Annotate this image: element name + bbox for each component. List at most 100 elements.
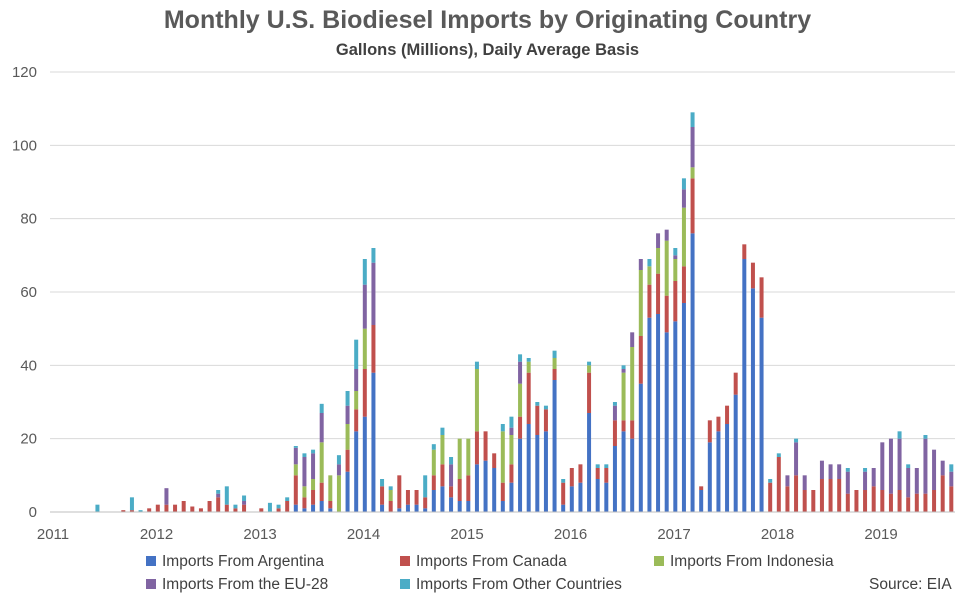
bar-stack [302, 453, 307, 512]
bar-segment [543, 431, 548, 512]
bar-stack [647, 259, 652, 512]
bar-segment [345, 424, 350, 450]
bar-stack [543, 405, 548, 512]
bar-segment [664, 332, 669, 512]
bar-segment [587, 372, 592, 413]
bar-stack [242, 495, 247, 512]
bar-stack [155, 504, 160, 512]
bar-segment [371, 372, 376, 512]
bar-stack [328, 475, 333, 512]
bar-segment [638, 383, 643, 512]
bar-segment [457, 501, 462, 512]
bar-segment [854, 490, 859, 512]
bar-segment [871, 468, 876, 487]
bar-segment [785, 475, 790, 487]
bar-segment [293, 446, 298, 448]
bar-segment [319, 482, 324, 501]
bar-segment [845, 493, 850, 512]
bar-segment [336, 455, 341, 465]
bar-stack [595, 464, 600, 512]
bar-stack [854, 490, 859, 512]
bar-segment [863, 490, 868, 512]
bar-stack [742, 244, 747, 512]
bar-segment [164, 488, 169, 505]
bar-segment [207, 501, 212, 512]
bar-segment [242, 504, 247, 512]
bar-segment [535, 405, 540, 435]
bar-segment [302, 508, 307, 512]
bar-segment [681, 207, 686, 267]
chart-subtitle: Gallons (Millions), Daily Average Basis [335, 41, 640, 59]
bar-segment [845, 468, 850, 472]
bar-segment [621, 372, 626, 421]
bar-segment [509, 482, 514, 512]
bar-segment [914, 493, 919, 512]
bar-segment [863, 468, 868, 472]
bar-segment [647, 259, 652, 267]
y-tick-label: 100 [12, 137, 37, 154]
bar-segment [440, 486, 445, 512]
bar-segment [440, 435, 445, 465]
bar-stack [336, 455, 341, 512]
bar-segment [121, 510, 126, 512]
bar-segment [690, 167, 695, 179]
bar-segment [949, 464, 954, 472]
bar-segment [664, 240, 669, 296]
bar-segment [656, 248, 661, 274]
bar-segment [431, 475, 436, 490]
bar-segment [906, 497, 911, 512]
bar-segment [569, 468, 574, 487]
bar-segment [138, 510, 143, 512]
bar-segment [509, 427, 514, 435]
bar-stack [224, 486, 229, 512]
bar-segment [595, 468, 600, 479]
bar-segment [673, 248, 678, 256]
bar-segment [388, 490, 393, 501]
bar-segment [699, 490, 704, 512]
bar-segment [630, 332, 635, 347]
bar-segment [690, 233, 695, 512]
bar-segment [311, 453, 316, 479]
bar-stack [828, 464, 833, 512]
bar-segment [621, 369, 626, 373]
bar-segment [552, 350, 557, 358]
bar-stack [759, 277, 764, 512]
bar-stack [285, 497, 290, 512]
bar-stack [552, 350, 557, 512]
bar-stack [681, 178, 686, 512]
bar-segment [725, 424, 730, 512]
bar-segment [845, 471, 850, 494]
bar-segment [371, 325, 376, 373]
y-tick-label: 120 [12, 64, 37, 81]
bar-stack [940, 460, 945, 512]
bar-stack [690, 112, 695, 512]
bar-segment [380, 504, 385, 512]
bar-segment [397, 475, 402, 509]
bar-stack [216, 490, 221, 512]
bar-stack [198, 508, 203, 512]
bar-stack [785, 475, 790, 512]
bar-segment [768, 479, 773, 483]
bar-stack [181, 501, 186, 512]
bar-stack [397, 475, 402, 512]
bar-segment [897, 438, 902, 490]
bar-stack [345, 391, 350, 512]
bar-segment [587, 361, 592, 366]
bar-segment [742, 244, 747, 259]
bar-segment [828, 479, 833, 512]
bar-segment [802, 475, 807, 490]
bar-segment [216, 493, 221, 498]
bar-stack [888, 438, 893, 512]
bar-segment [423, 475, 428, 498]
bar-stack [578, 464, 583, 512]
bar-stack [466, 438, 471, 512]
bar-segment [673, 321, 678, 512]
bar-stack [863, 468, 868, 512]
bar-segment [474, 369, 479, 432]
bar-segment [647, 266, 652, 285]
bar-segment [311, 504, 316, 512]
bar-segment [733, 394, 738, 512]
bar-stack [733, 372, 738, 512]
bar-segment [293, 475, 298, 505]
bar-segment [198, 508, 203, 512]
